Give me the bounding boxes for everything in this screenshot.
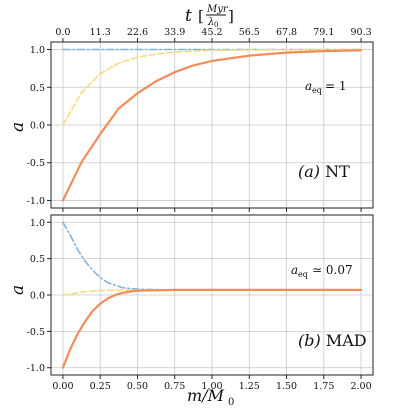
top-tick-label: 11.3 [90,27,111,38]
top-tick-label: 22.6 [127,27,148,38]
x-tick-label: 1.25 [239,381,260,392]
series-line-solid [61,288,363,369]
y-tick-label: -1.0 [27,363,45,374]
top-tick-label: 45.2 [201,27,222,38]
series-line-solid [61,49,363,202]
y-tick-label: 1.0 [30,218,45,229]
y-tick-label: -1.0 [27,196,45,207]
y-tick-label: -0.5 [27,327,45,338]
panel-nt: 1.0 0.5 0.0 -0.5 -1.0 0.0 11.3 22.6 33.9 45.2 56.5… [27,27,374,212]
series-line-dashed [62,48,362,126]
panel-label-mad: (b) MAD [298,331,367,350]
top-tick-label: 0.0 [55,27,70,38]
annotation-a-eq-mad-sub: eq [298,270,308,279]
x-axis-label: m/M [187,386,225,405]
annotation-a-eq-nt: a [305,79,312,93]
top-tick-label: 33.9 [164,27,185,38]
top-axis-label-close: ] [228,7,234,25]
x-tick-label: 2.00 [350,381,371,392]
y-tick-label: 1.0 [30,45,45,56]
x-tick-label: 1.75 [313,381,334,392]
y-axis-label-a: a [8,122,28,132]
x-tick-label: 1.00 [201,381,222,392]
panel-label-nt: (a) NT [298,162,350,181]
y-tick-label: 0.0 [30,121,45,132]
y-tick-label: 0.5 [30,83,45,94]
annotation-a-eq-nt-sub: eq [312,86,322,95]
x-tick-label: 0.00 [52,381,73,392]
y-tick-label: 0.0 [30,291,45,302]
top-axis-label: t [185,6,192,26]
y-axis-label-b: a [8,285,28,295]
top-tick-label: 56.5 [239,27,260,38]
annotation-a-eq-mad-value: ≃ 0.07 [312,263,353,277]
top-axis-label-den: λ [207,17,214,28]
y-tick-label: -0.5 [27,158,45,169]
top-tick-label: 90.3 [350,27,371,38]
x-tick-label: 0.75 [164,381,185,392]
x-tick-label: 0.25 [90,381,111,392]
top-axis-label-den-sub: 0 [214,21,218,29]
x-tick-label: 0.50 [127,381,148,392]
annotation-a-eq-nt-value: = 1 [325,79,347,93]
x-tick-label: 1.50 [276,381,297,392]
annotation-a-eq-mad: a [291,263,298,277]
panel-mad: 1.0 0.5 0.0 -0.5 -1.0 0.00 0.25 0.50 0.75 1.00 1.2… [27,214,374,392]
y-tick-label: 0.5 [30,254,45,265]
axis-labels: t [ Myr λ 0 ] m/M 0 a a a eq = 1 a eq ≃ … [8,4,367,408]
top-tick-label: 79.1 [313,27,334,38]
top-axis-label-num: Myr [206,4,229,15]
top-tick-label: 67.8 [276,27,297,38]
top-axis-label-bracket: [ [198,7,204,25]
x-axis-label-sub: 0 [228,397,234,408]
